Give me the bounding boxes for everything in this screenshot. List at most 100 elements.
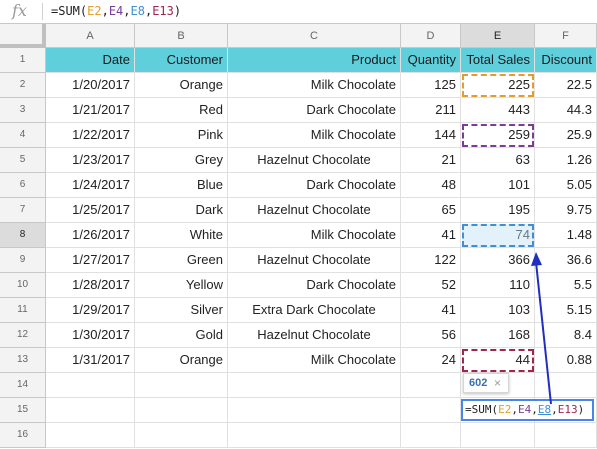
row-header-5[interactable]: 5 bbox=[0, 148, 46, 173]
table-cell[interactable]: 1/29/2017 bbox=[46, 298, 135, 323]
row-header-3[interactable]: 3 bbox=[0, 98, 46, 123]
empty-cell[interactable] bbox=[401, 423, 461, 448]
row-header-13[interactable]: 13 bbox=[0, 348, 46, 373]
row-header-9[interactable]: 9 bbox=[0, 248, 46, 273]
table-cell[interactable]: 1/23/2017 bbox=[46, 148, 135, 173]
table-cell[interactable]: 144 bbox=[401, 123, 461, 148]
header-cell-b[interactable]: Customer bbox=[135, 48, 228, 73]
column-header-f[interactable]: F bbox=[535, 24, 597, 48]
table-cell[interactable]: 1/25/2017 bbox=[46, 198, 135, 223]
table-cell[interactable]: 41 bbox=[401, 223, 461, 248]
table-cell[interactable]: Milk Chocolate bbox=[228, 73, 401, 98]
empty-cell[interactable] bbox=[401, 373, 461, 398]
table-cell[interactable]: Hazelnut Chocolate bbox=[228, 248, 401, 273]
table-cell[interactable]: 1.48 bbox=[535, 223, 597, 248]
table-cell[interactable]: 1/22/2017 bbox=[46, 123, 135, 148]
row-header-11[interactable]: 11 bbox=[0, 298, 46, 323]
table-cell[interactable]: 74 bbox=[461, 223, 535, 248]
row-header-7[interactable]: 7 bbox=[0, 198, 46, 223]
table-cell[interactable]: 122 bbox=[401, 248, 461, 273]
table-cell[interactable]: 366 bbox=[461, 248, 535, 273]
table-cell[interactable]: Extra Dark Chocolate bbox=[228, 298, 401, 323]
table-cell[interactable]: 41 bbox=[401, 298, 461, 323]
table-cell[interactable]: 1/20/2017 bbox=[46, 73, 135, 98]
column-header-e[interactable]: E bbox=[461, 24, 535, 48]
table-cell[interactable]: 101 bbox=[461, 173, 535, 198]
table-cell[interactable]: Blue bbox=[135, 173, 228, 198]
table-cell[interactable]: Hazelnut Chocolate bbox=[228, 323, 401, 348]
table-cell[interactable]: Silver bbox=[135, 298, 228, 323]
table-cell[interactable]: Dark Chocolate bbox=[228, 98, 401, 123]
table-cell[interactable]: 24 bbox=[401, 348, 461, 373]
empty-cell[interactable] bbox=[228, 373, 401, 398]
table-cell[interactable]: 1/24/2017 bbox=[46, 173, 135, 198]
table-cell[interactable]: 9.75 bbox=[535, 198, 597, 223]
table-cell[interactable]: 259 bbox=[461, 123, 535, 148]
cell-editor[interactable]: =SUM(E2,E4,E8,E13) bbox=[461, 399, 594, 421]
empty-cell[interactable] bbox=[135, 423, 228, 448]
table-cell[interactable]: 0.88 bbox=[535, 348, 597, 373]
row-header-14[interactable]: 14 bbox=[0, 373, 46, 398]
row-header-16[interactable]: 16 bbox=[0, 423, 46, 448]
table-cell[interactable]: 44 bbox=[461, 348, 535, 373]
empty-cell[interactable] bbox=[401, 398, 461, 423]
empty-cell[interactable] bbox=[46, 373, 135, 398]
table-cell[interactable]: 225 bbox=[461, 73, 535, 98]
table-cell[interactable]: 1/31/2017 bbox=[46, 348, 135, 373]
table-cell[interactable]: 5.5 bbox=[535, 273, 597, 298]
empty-cell[interactable] bbox=[461, 423, 535, 448]
row-header-1[interactable]: 1 bbox=[0, 48, 46, 73]
table-cell[interactable]: 48 bbox=[401, 173, 461, 198]
header-cell-a[interactable]: Date bbox=[46, 48, 135, 73]
table-cell[interactable]: 195 bbox=[461, 198, 535, 223]
close-icon[interactable]: × bbox=[494, 376, 502, 390]
row-header-2[interactable]: 2 bbox=[0, 73, 46, 98]
row-header-4[interactable]: 4 bbox=[0, 123, 46, 148]
table-cell[interactable]: Orange bbox=[135, 73, 228, 98]
column-header-d[interactable]: D bbox=[401, 24, 461, 48]
table-cell[interactable]: 5.05 bbox=[535, 173, 597, 198]
empty-cell[interactable] bbox=[135, 398, 228, 423]
table-cell[interactable]: 1/26/2017 bbox=[46, 223, 135, 248]
column-header-b[interactable]: B bbox=[135, 24, 228, 48]
table-cell[interactable]: 103 bbox=[461, 298, 535, 323]
row-header-6[interactable]: 6 bbox=[0, 173, 46, 198]
table-cell[interactable]: Grey bbox=[135, 148, 228, 173]
table-cell[interactable]: Milk Chocolate bbox=[228, 123, 401, 148]
table-cell[interactable]: 443 bbox=[461, 98, 535, 123]
table-cell[interactable]: Green bbox=[135, 248, 228, 273]
row-header-15[interactable]: 15 bbox=[0, 398, 46, 423]
empty-cell[interactable] bbox=[46, 398, 135, 423]
header-cell-e[interactable]: Total Sales bbox=[461, 48, 535, 73]
table-cell[interactable]: 36.6 bbox=[535, 248, 597, 273]
empty-cell[interactable] bbox=[228, 423, 401, 448]
header-cell-d[interactable]: Quantity bbox=[401, 48, 461, 73]
table-cell[interactable]: Dark bbox=[135, 198, 228, 223]
empty-cell[interactable] bbox=[135, 373, 228, 398]
empty-cell[interactable] bbox=[461, 373, 535, 398]
table-cell[interactable]: 21 bbox=[401, 148, 461, 173]
formula-input[interactable]: =SUM(E2,E4,E8,E13) bbox=[51, 4, 181, 18]
table-cell[interactable]: 56 bbox=[401, 323, 461, 348]
table-cell[interactable]: Hazelnut Chocolate bbox=[228, 148, 401, 173]
empty-cell[interactable] bbox=[535, 373, 597, 398]
table-cell[interactable]: Pink bbox=[135, 123, 228, 148]
header-cell-c[interactable]: Product bbox=[228, 48, 401, 73]
table-cell[interactable]: Yellow bbox=[135, 273, 228, 298]
table-cell[interactable]: 22.5 bbox=[535, 73, 597, 98]
table-cell[interactable]: 25.9 bbox=[535, 123, 597, 148]
table-cell[interactable]: 110 bbox=[461, 273, 535, 298]
table-cell[interactable]: 125 bbox=[401, 73, 461, 98]
table-cell[interactable]: Dark Chocolate bbox=[228, 273, 401, 298]
column-header-a[interactable]: A bbox=[46, 24, 135, 48]
table-cell[interactable]: 1.26 bbox=[535, 148, 597, 173]
empty-cell[interactable] bbox=[535, 423, 597, 448]
table-cell[interactable]: 63 bbox=[461, 148, 535, 173]
table-cell[interactable]: Hazelnut Chocolate bbox=[228, 198, 401, 223]
header-cell-f[interactable]: Discount bbox=[535, 48, 597, 73]
row-header-10[interactable]: 10 bbox=[0, 273, 46, 298]
table-cell[interactable]: 211 bbox=[401, 98, 461, 123]
table-cell[interactable]: 5.15 bbox=[535, 298, 597, 323]
table-cell[interactable]: 1/30/2017 bbox=[46, 323, 135, 348]
table-cell[interactable]: Orange bbox=[135, 348, 228, 373]
